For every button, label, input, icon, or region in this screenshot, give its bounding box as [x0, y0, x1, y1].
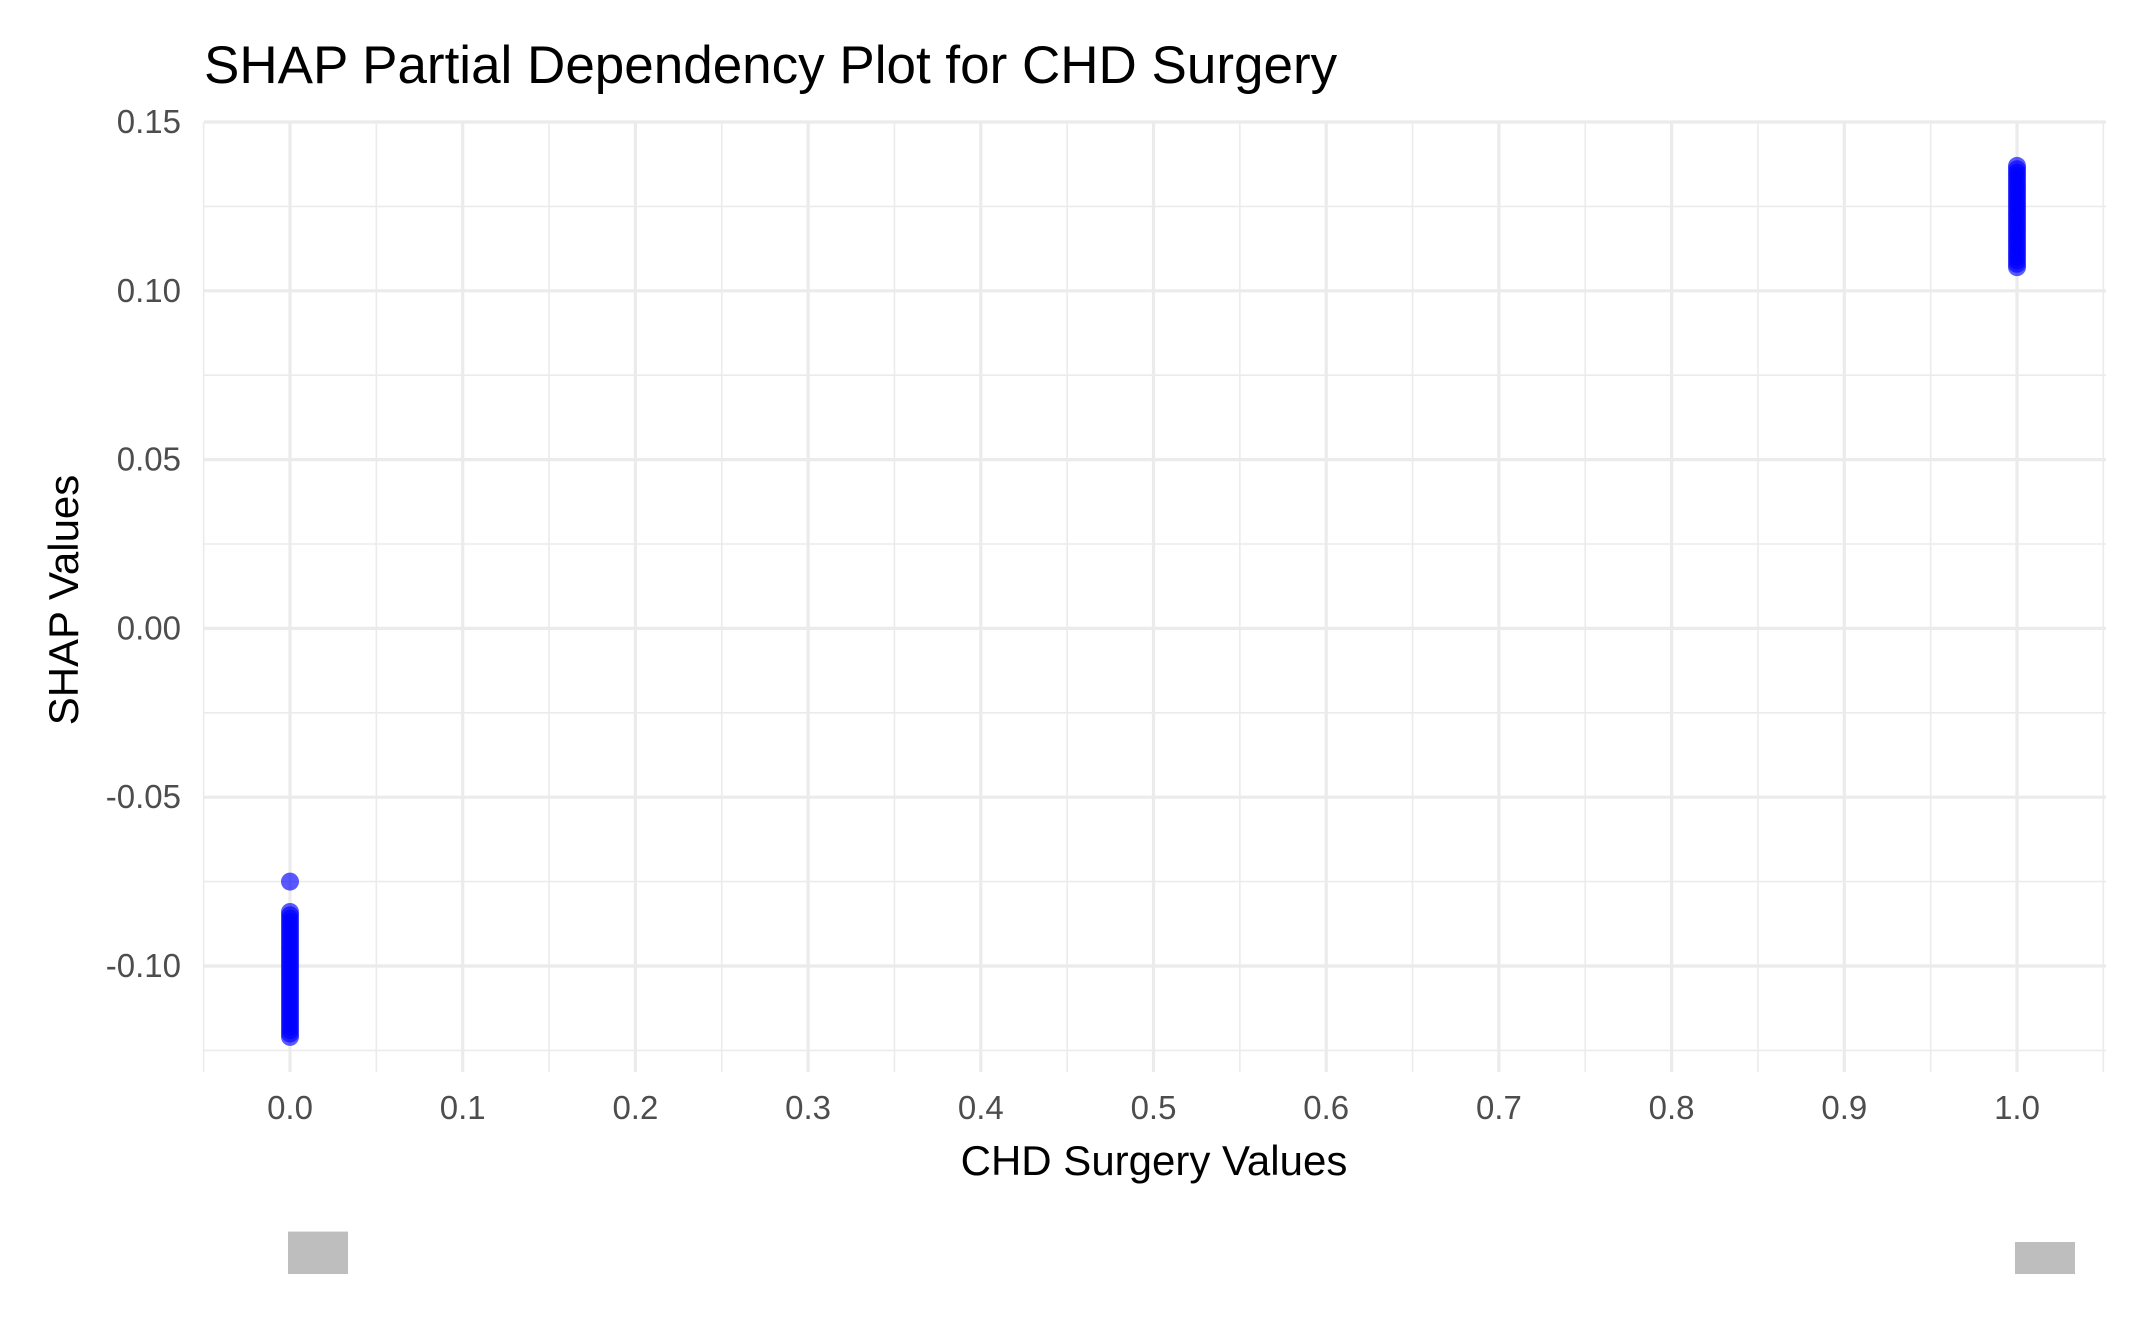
x-tick-label: 0.4: [958, 1089, 1004, 1126]
y-tick-label: 0.00: [117, 609, 181, 646]
x-tick-label: 0.3: [785, 1089, 831, 1126]
histogram-bar: [288, 1231, 348, 1274]
x-tick-label: 0.2: [612, 1089, 658, 1126]
y-tick-label: -0.10: [106, 947, 181, 984]
histogram-bar: [2015, 1242, 2075, 1274]
data-points: [281, 156, 2026, 1046]
x-axis-ticks: 0.0 0.1 0.2 0.3 0.4 0.5 0.6 0.7 0.8 0.9 1.0: [267, 1089, 2040, 1126]
x-tick-label: 0.1: [440, 1089, 486, 1126]
y-axis-title: SHAP Values: [40, 475, 87, 726]
y-tick-label: 0.10: [117, 272, 181, 309]
x-axis-title: CHD Surgery Values: [961, 1137, 1348, 1184]
x-tick-label: 0.8: [1649, 1089, 1695, 1126]
chart-title: SHAP Partial Dependency Plot for CHD Sur…: [204, 36, 1338, 95]
y-tick-label: 0.05: [117, 441, 181, 478]
data-point: [281, 872, 299, 891]
x-tick-label: 0.7: [1476, 1089, 1522, 1126]
y-tick-label: 0.15: [117, 103, 181, 140]
x-tick-label: 0.0: [267, 1089, 313, 1126]
grid: [202, 120, 2106, 1072]
x-tick-label: 1.0: [1994, 1089, 2040, 1126]
x-tick-label: 0.5: [1131, 1089, 1177, 1126]
data-point: [2008, 258, 2026, 277]
y-tick-label: -0.05: [106, 778, 181, 815]
x-tick-label: 0.6: [1303, 1089, 1349, 1126]
y-axis-ticks: 0.15 0.10 0.05 0.00 -0.05 -0.10: [106, 103, 181, 984]
marginal-histogram: [288, 1231, 2075, 1274]
data-point: [281, 1027, 299, 1046]
x-tick-label: 0.9: [1821, 1089, 1867, 1126]
